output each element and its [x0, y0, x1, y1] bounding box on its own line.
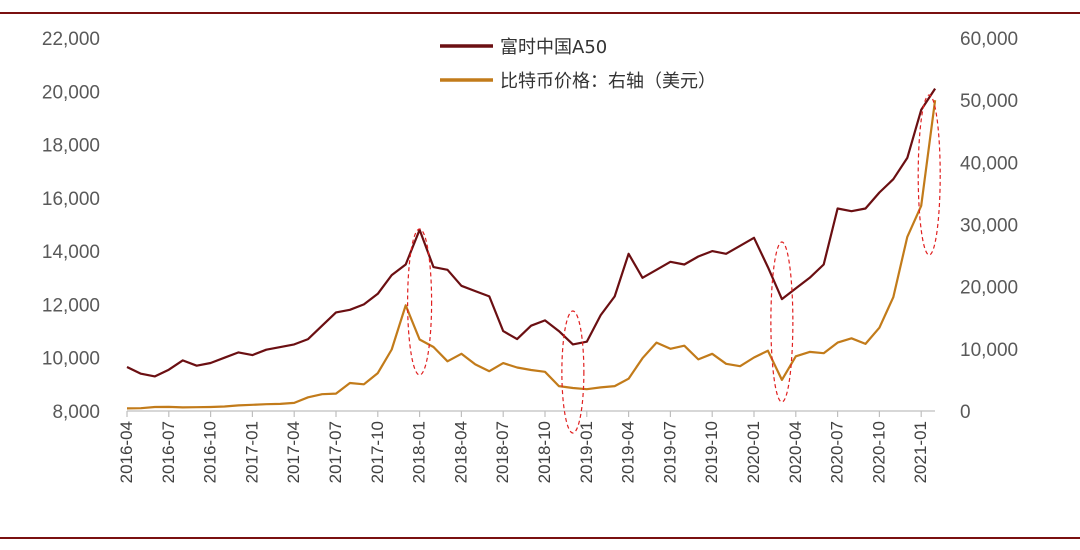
- x-axis-ticks: 2016-04 2016-07 2016-10 2017-01 2017-04 2017-…: [117, 411, 930, 483]
- x-tick-label: 2019-10: [702, 421, 721, 483]
- x-tick-label: 2016-07: [159, 421, 178, 483]
- left-tick-label: 12,000: [42, 295, 100, 316]
- left-tick-label: 16,000: [42, 189, 100, 210]
- series-line-ftse-a50: [126, 87, 937, 378]
- right-tick-label: 60,000: [960, 29, 1018, 50]
- annotation-ellipse: [770, 241, 794, 403]
- right-tick-label: 10,000: [960, 340, 1018, 361]
- right-tick-label: 20,000: [960, 278, 1018, 299]
- legend: 富时中国A50 比特币价格：右轴（美元）: [440, 37, 716, 92]
- right-tick-label: 0: [960, 402, 971, 423]
- x-tick-label: 2018-07: [493, 421, 512, 483]
- left-tick-label: 10,000: [42, 349, 100, 370]
- x-tick-label: 2021-01: [911, 421, 930, 483]
- legend-label: 比特币价格：右轴（美元）: [500, 71, 716, 92]
- left-tick-label: 22,000: [42, 29, 100, 50]
- left-tick-label: 18,000: [42, 136, 100, 157]
- x-tick-label: 2019-07: [660, 421, 679, 483]
- series-line-bitcoin: [126, 100, 937, 410]
- x-tick-label: 2020-01: [744, 421, 763, 483]
- x-tick-label: 2019-04: [619, 421, 638, 483]
- annotation-ellipse: [561, 310, 585, 434]
- x-tick-label: 2017-10: [368, 421, 387, 483]
- x-tick-label: 2018-01: [410, 421, 429, 483]
- footer-rule: [0, 537, 1080, 539]
- series-lines: [126, 87, 937, 410]
- x-tick-label: 2020-10: [869, 421, 888, 483]
- annotations: [407, 94, 941, 434]
- x-tick-label: 2016-10: [201, 421, 220, 483]
- right-tick-label: 50,000: [960, 91, 1018, 112]
- x-tick-label: 2019-01: [577, 421, 596, 483]
- x-tick-label: 2020-04: [786, 421, 805, 483]
- right-tick-label: 30,000: [960, 216, 1018, 237]
- x-tick-label: 2018-10: [535, 421, 554, 483]
- left-tick-label: 8,000: [52, 402, 100, 423]
- annotation-ellipse: [917, 94, 941, 256]
- x-tick-label: 2020-07: [828, 421, 847, 483]
- x-tick-label: 2016-04: [117, 421, 136, 483]
- x-tick-label: 2017-07: [326, 421, 345, 483]
- right-axis-ticks: 0 10,000 20,000 30,000 40,000 50,000 60,000: [960, 29, 1018, 423]
- legend-label: 富时中国A50: [500, 37, 607, 58]
- annotation-ellipse: [407, 228, 433, 376]
- header-rule: [0, 0, 1080, 14]
- left-tick-label: 14,000: [42, 242, 100, 263]
- x-tick-label: 2017-01: [242, 421, 261, 483]
- right-tick-label: 40,000: [960, 153, 1018, 174]
- left-tick-label: 20,000: [42, 82, 100, 103]
- left-axis-ticks: 8,000 10,000 12,000 14,000 16,000 18,000 20,00…: [42, 29, 100, 423]
- x-tick-label: 2018-04: [451, 421, 470, 483]
- x-tick-label: 2017-04: [284, 421, 303, 483]
